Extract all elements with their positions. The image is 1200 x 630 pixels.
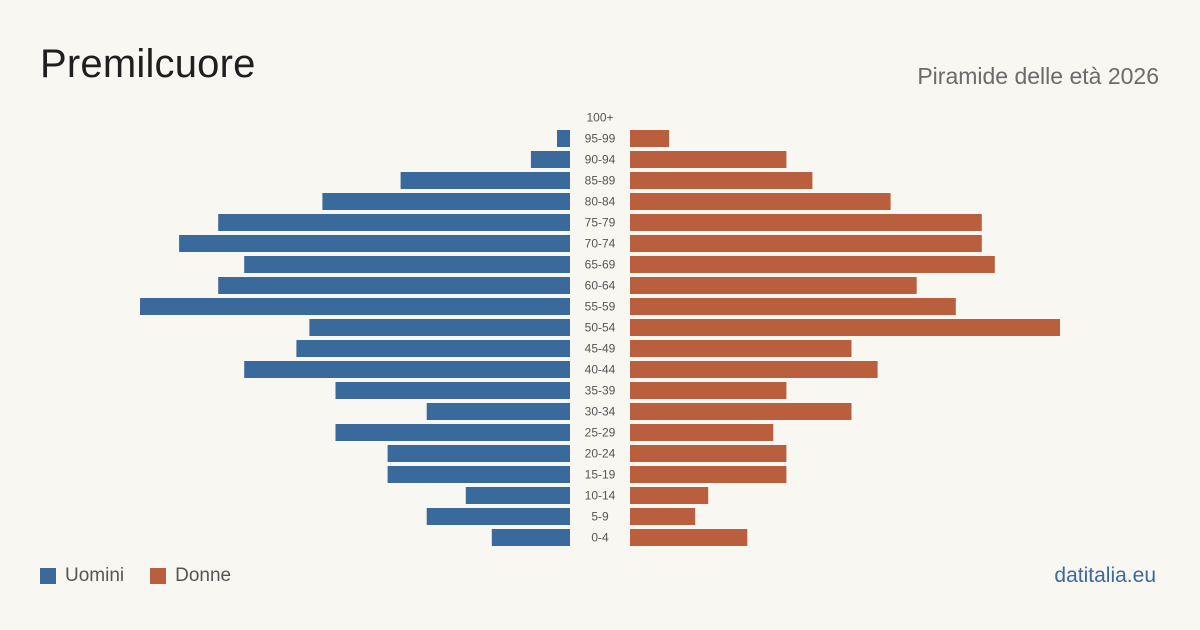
bar-women-10-14 xyxy=(630,487,709,504)
legend-swatch-women xyxy=(150,568,167,584)
bar-men-35-39 xyxy=(335,382,570,399)
age-label-60-64: 60-64 xyxy=(585,279,616,293)
age-label-85-89: 85-89 xyxy=(585,174,616,188)
bar-women-65-69 xyxy=(630,256,995,273)
age-label-65-69: 65-69 xyxy=(585,258,616,272)
bar-women-0-4 xyxy=(630,529,748,546)
bar-men-50-54 xyxy=(309,319,570,336)
age-label-70-74: 70-74 xyxy=(585,237,616,251)
bar-women-70-74 xyxy=(630,235,982,252)
age-label-40-44: 40-44 xyxy=(585,363,616,377)
bar-women-50-54 xyxy=(630,319,1060,336)
bar-women-45-49 xyxy=(630,340,852,357)
bar-men-60-64 xyxy=(218,277,570,294)
age-label-20-24: 20-24 xyxy=(585,447,616,461)
age-label-0-4: 0-4 xyxy=(591,531,609,545)
age-label-50-54: 50-54 xyxy=(585,321,616,335)
bar-men-75-79 xyxy=(218,214,570,231)
bar-men-5-9 xyxy=(426,508,570,525)
bar-men-95-99 xyxy=(557,130,570,147)
age-label-55-59: 55-59 xyxy=(585,300,616,314)
bar-women-30-34 xyxy=(630,403,852,420)
bar-men-65-69 xyxy=(244,256,570,273)
bar-men-0-4 xyxy=(491,529,570,546)
bar-women-95-99 xyxy=(630,130,670,147)
legend-label-men: Uomini xyxy=(65,565,125,586)
bar-men-70-74 xyxy=(179,235,570,252)
age-label-35-39: 35-39 xyxy=(585,384,616,398)
age-label-30-34: 30-34 xyxy=(585,405,616,419)
bar-men-40-44 xyxy=(244,361,570,378)
chart-title: Premilcuore xyxy=(40,42,256,86)
bar-men-85-89 xyxy=(400,172,570,189)
bar-women-5-9 xyxy=(630,508,696,525)
legend-label-women: Donne xyxy=(175,565,232,586)
bar-women-40-44 xyxy=(630,361,878,378)
age-label-80-84: 80-84 xyxy=(585,195,616,209)
bar-men-10-14 xyxy=(465,487,570,504)
age-label-90-94: 90-94 xyxy=(585,153,616,167)
bar-men-90-94 xyxy=(530,151,570,168)
age-label-10-14: 10-14 xyxy=(585,489,616,503)
bar-women-15-19 xyxy=(630,466,787,483)
age-label-100+: 100+ xyxy=(586,111,613,125)
bar-women-55-59 xyxy=(630,298,956,315)
age-label-45-49: 45-49 xyxy=(585,342,616,356)
age-label-75-79: 75-79 xyxy=(585,216,616,230)
bar-women-85-89 xyxy=(630,172,813,189)
bar-women-35-39 xyxy=(630,382,787,399)
bar-men-30-34 xyxy=(426,403,570,420)
bar-men-45-49 xyxy=(296,340,570,357)
legend: Uomini Donne xyxy=(40,565,231,587)
bar-men-20-24 xyxy=(387,445,570,462)
age-label-25-29: 25-29 xyxy=(585,426,616,440)
legend-swatch-men xyxy=(40,568,56,584)
age-label-95-99: 95-99 xyxy=(585,132,616,146)
chart-subtitle: Piramide delle età 2026 xyxy=(917,63,1159,89)
bar-men-55-59 xyxy=(140,298,570,315)
bar-women-20-24 xyxy=(630,445,787,462)
bar-men-15-19 xyxy=(387,466,570,483)
age-label-15-19: 15-19 xyxy=(585,468,616,482)
bar-men-25-29 xyxy=(335,424,570,441)
bar-women-60-64 xyxy=(630,277,917,294)
bar-women-75-79 xyxy=(630,214,982,231)
age-label-5-9: 5-9 xyxy=(591,510,609,524)
legend-item-men: Uomini xyxy=(40,565,124,587)
bar-women-25-29 xyxy=(630,424,774,441)
legend-item-women: Donne xyxy=(150,565,231,587)
bar-women-90-94 xyxy=(630,151,787,168)
bar-women-80-84 xyxy=(630,193,891,210)
bar-men-80-84 xyxy=(322,193,570,210)
source-link[interactable]: datitalia.eu xyxy=(1054,564,1156,587)
